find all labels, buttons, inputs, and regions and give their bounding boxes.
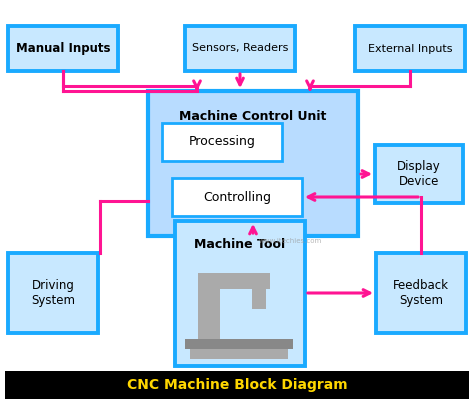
Text: www.itechies.com: www.itechies.com — [258, 238, 322, 244]
Bar — [162, 123, 282, 161]
Text: Machine Tool: Machine Tool — [194, 237, 285, 251]
Bar — [175, 221, 305, 366]
Bar — [375, 145, 463, 203]
Bar — [355, 26, 465, 71]
Text: Driving
System: Driving System — [31, 279, 75, 307]
Text: Processing: Processing — [189, 136, 255, 148]
Text: Machine Control Unit: Machine Control Unit — [179, 109, 327, 122]
Bar — [148, 91, 358, 236]
Bar — [8, 26, 118, 71]
Bar — [190, 345, 288, 359]
Text: Sensors, Readers: Sensors, Readers — [192, 43, 288, 53]
Bar — [185, 26, 295, 71]
Bar — [172, 178, 302, 216]
Bar — [5, 371, 469, 399]
Bar — [252, 287, 266, 309]
Text: Display
Device: Display Device — [397, 160, 441, 188]
Text: External Inputs: External Inputs — [368, 43, 452, 53]
Text: Feedback
System: Feedback System — [393, 279, 449, 307]
Text: CNC Machine Block Diagram: CNC Machine Block Diagram — [127, 378, 347, 392]
Text: Controlling: Controlling — [203, 190, 271, 203]
Bar — [198, 273, 270, 289]
Bar — [8, 253, 98, 333]
Bar — [376, 253, 466, 333]
Text: Manual Inputs: Manual Inputs — [16, 42, 110, 55]
Bar — [185, 339, 293, 349]
Bar — [198, 283, 220, 345]
